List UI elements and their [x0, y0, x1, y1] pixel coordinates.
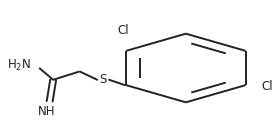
- Text: NH: NH: [38, 105, 55, 118]
- Text: Cl: Cl: [262, 80, 274, 93]
- Text: Cl: Cl: [118, 24, 129, 37]
- Text: H$_2$N: H$_2$N: [7, 57, 31, 72]
- Text: S: S: [99, 73, 107, 86]
